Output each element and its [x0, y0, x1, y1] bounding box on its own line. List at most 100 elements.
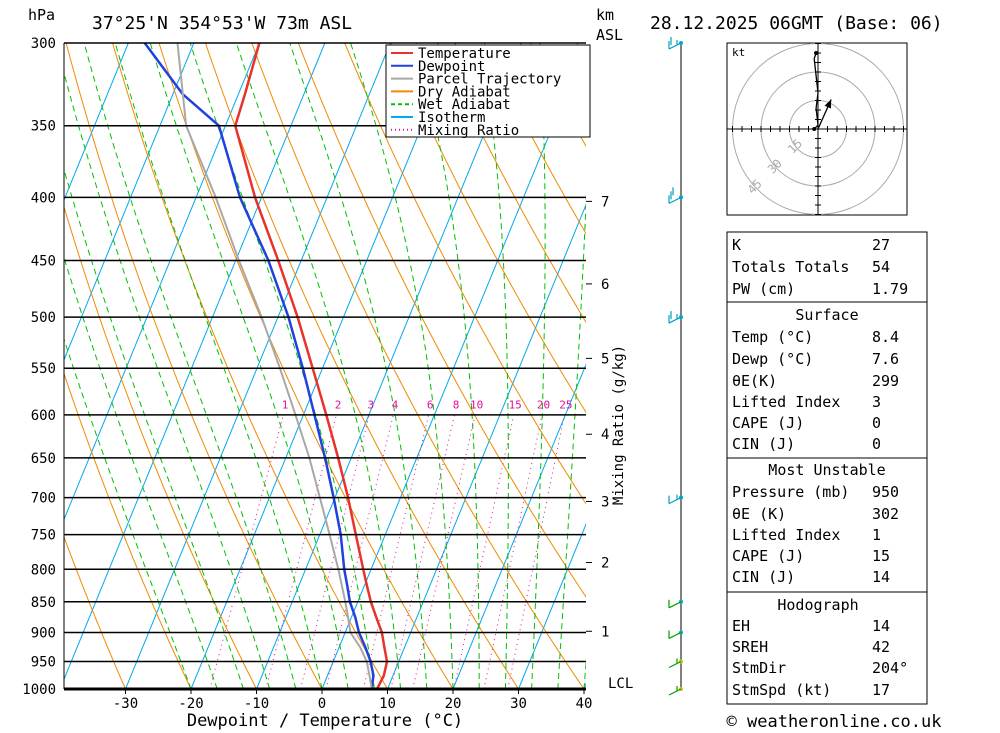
pressure-tick-label: 400	[31, 190, 56, 206]
footer-credit[interactable]: © weatheronline.co.uk	[727, 712, 942, 732]
svg-text:14: 14	[872, 568, 890, 586]
km-tick-label: 4	[601, 427, 609, 443]
svg-text:StmDir: StmDir	[732, 659, 786, 677]
pressure-tick-label: 750	[31, 528, 56, 544]
wet-adiabat-line	[350, 43, 454, 689]
x-tick-label: 0	[318, 696, 326, 712]
mixing-ratio-line	[453, 414, 515, 689]
pressure-tick-label: 650	[31, 451, 56, 467]
pressure-tick-label: 800	[31, 562, 56, 578]
mixing-ratio-label: 10	[470, 399, 483, 412]
dry-adiabat-line	[158, 43, 454, 689]
x-axis-label: Dewpoint / Temperature (°C)	[187, 711, 463, 731]
isotherm-line	[518, 523, 586, 689]
x-tick-label: 40	[576, 696, 593, 712]
x-tick-label: -20	[178, 696, 203, 712]
svg-text:Surface: Surface	[795, 306, 858, 324]
svg-text:θE(K): θE(K)	[732, 372, 777, 390]
pressure-tick-label: 550	[31, 361, 56, 377]
x-tick-label: 10	[379, 696, 396, 712]
svg-text:SREH: SREH	[732, 638, 768, 656]
datetime-title: 28.12.2025 06GMT (Base: 06)	[650, 13, 943, 34]
wind-barb	[668, 187, 682, 204]
svg-text:Dewp (°C): Dewp (°C)	[732, 350, 813, 368]
legend-entry: Wet Adiabat	[418, 97, 511, 113]
hodograph-table: Hodograph EH 14 SREH 42 StmDir 204° StmSpd …	[726, 591, 928, 705]
mixing-ratio-label: 15	[509, 399, 522, 412]
dry-adiabat-line	[390, 43, 586, 414]
svg-text:Totals Totals: Totals Totals	[732, 258, 849, 276]
hodograph-top-point	[814, 51, 819, 55]
storm-motion-arrowhead	[824, 99, 832, 109]
legend-entry: Mixing Ratio	[418, 123, 519, 139]
wet-adiabat-line	[480, 43, 509, 689]
svg-text:0: 0	[872, 414, 881, 432]
svg-text:1: 1	[872, 526, 881, 544]
svg-text:Pressure (mb): Pressure (mb)	[732, 483, 849, 501]
pressure-tick-label: 300	[31, 36, 56, 52]
dry-adiabat-line	[344, 43, 586, 505]
svg-text:CIN (J): CIN (J)	[732, 568, 795, 586]
dry-adiabat-line	[483, 43, 586, 235]
svg-text:950: 950	[872, 483, 899, 501]
asl-unit-label: ASL	[596, 26, 623, 44]
x-tick-label: 30	[510, 696, 527, 712]
parcel-trajectory-line	[176, 43, 373, 689]
svg-text:K: K	[732, 236, 741, 254]
svg-text:14: 14	[872, 617, 890, 635]
pressure-tick-label: 500	[31, 310, 56, 326]
wet-adiabat-line	[64, 337, 192, 689]
isotherm-line	[64, 43, 129, 202]
dry-adiabat-line	[64, 535, 126, 689]
dewpoint-line	[143, 43, 375, 689]
pressure-tick-label: 600	[31, 408, 56, 424]
dry-adiabat-line	[64, 372, 192, 689]
hodograph-unit-label: kt	[732, 46, 745, 59]
mixing-ratio-label: 2	[335, 399, 342, 412]
x-tick-label: 20	[445, 696, 462, 712]
legend-entry: Temperature	[418, 46, 511, 62]
mixing-ratio-axis-label: Mixing Ratio (g/kg)	[611, 345, 627, 505]
legend-entry: Dewpoint	[418, 59, 485, 75]
wind-barb	[668, 658, 682, 669]
svg-text:CAPE (J): CAPE (J)	[732, 414, 804, 432]
hpa-unit-label: hPa	[28, 6, 55, 24]
svg-text:3: 3	[872, 393, 881, 411]
surface-table: Surface Temp (°C) 8.4 Dewp (°C) 7.6 θE(K) 2…	[726, 301, 928, 459]
mixing-ratio-line	[299, 414, 370, 689]
svg-text:PW (cm): PW (cm)	[732, 280, 795, 298]
svg-text:15: 15	[872, 547, 890, 565]
km-tick-label: 5	[601, 351, 609, 367]
wet-adiabat-line	[557, 191, 586, 689]
mixing-ratio-label: 4	[392, 399, 399, 412]
pressure-tick-label: 1000	[22, 682, 56, 698]
svg-text:Lifted Index: Lifted Index	[732, 526, 840, 544]
dry-adiabat-line	[948, 43, 1000, 689]
isotherm-line	[321, 43, 586, 689]
svg-text:CIN (J): CIN (J)	[732, 435, 795, 453]
mixing-ratio-line	[362, 414, 430, 689]
wet-adiabat-line	[583, 657, 586, 689]
lcl-label: LCL	[608, 676, 633, 692]
isotherm-line	[125, 43, 391, 689]
hodograph-trace	[813, 52, 819, 130]
wind-barb	[668, 37, 682, 50]
mixing-ratio-label: 20	[537, 399, 550, 412]
svg-text:42: 42	[872, 638, 890, 656]
mixing-ratio-label: 6	[427, 399, 434, 412]
isotherm-line	[452, 363, 586, 689]
svg-text:EH: EH	[732, 617, 750, 635]
isotherm-line	[190, 43, 457, 689]
svg-text:302: 302	[872, 505, 899, 523]
pressure-tick-label: 900	[31, 625, 56, 641]
svg-text:StmSpd (kt): StmSpd (kt)	[732, 681, 831, 699]
temperature-line	[233, 43, 389, 689]
dry-adiabat-line	[437, 43, 586, 324]
svg-text:CAPE (J): CAPE (J)	[732, 547, 804, 565]
svg-text:54: 54	[872, 258, 890, 276]
svg-text:7.6: 7.6	[872, 350, 899, 368]
indices-table: K 27 Totals Totals 54 PW (cm) 1.79	[726, 231, 928, 303]
mixing-ratio-line	[483, 414, 543, 689]
legend-entry: Dry Adiabat	[418, 84, 511, 100]
